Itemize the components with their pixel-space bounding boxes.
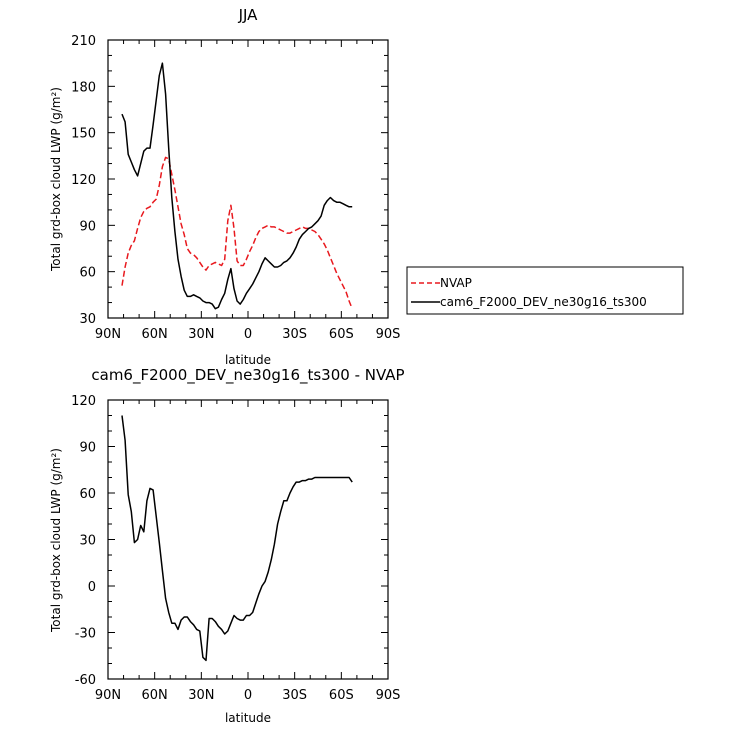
legend-label-nvap: NVAP (440, 276, 472, 290)
x-tick-label: 60S (329, 688, 354, 703)
y-tick-label: 0 (88, 580, 96, 595)
series-line-cam6-f2000-dev-ne30g16-ts300 (121, 62, 353, 310)
legend-box (406, 266, 684, 315)
series-line-difference (121, 415, 353, 662)
y-tick-label: 180 (71, 80, 96, 95)
y-axis-label-top: Total grd-box cloud LWP (g/m²) (49, 87, 63, 272)
y-tick-label: 210 (71, 34, 96, 49)
y-tick-label: 60 (79, 487, 96, 502)
ticks-top: 90N 60N 30N 0 30S 60S 90S 30 60 90 120 150 180 210 (71, 34, 400, 342)
series-bottom (121, 415, 353, 662)
x-tick-label: 60S (329, 327, 354, 342)
panel-top: JJA 90N 60N 30N 0 30S 60S 90S 30 60 90 120 150 180 21… (49, 6, 400, 367)
x-tick-label: 30S (282, 327, 307, 342)
y-tick-label: 150 (71, 127, 96, 142)
y-tick-label: 30 (79, 312, 96, 327)
plot-frame-top (107, 39, 389, 319)
panel-bottom: cam6_F2000_DEV_ne30g16_ts300 - NVAP 90N 6… (49, 366, 405, 725)
y-tick-label: 90 (79, 219, 96, 234)
x-tick-label: 30N (188, 327, 214, 342)
legend-label-cam6: cam6_F2000_DEV_ne30g16_ts300 (440, 295, 647, 309)
x-tick-label: 0 (244, 688, 252, 703)
series-line-nvap (121, 156, 353, 309)
ticks-bottom: 90N 60N 30N 0 30S 60S 90S -60 -30 0 30 60 90 120 (71, 394, 400, 703)
y-tick-label: 120 (71, 394, 96, 409)
y-tick-label: 90 (79, 441, 96, 456)
chart-title-top: JJA (238, 6, 259, 24)
y-tick-label: -60 (75, 673, 96, 688)
plot-frame-bottom (107, 399, 389, 680)
x-axis-label-top: latitude (225, 353, 271, 367)
y-axis-label-bottom: Total grd-box cloud LWP (g/m²) (49, 448, 63, 633)
x-tick-label: 30N (188, 688, 214, 703)
y-tick-label: 60 (79, 266, 96, 281)
x-tick-label: 60N (142, 688, 168, 703)
x-tick-label: 60N (142, 327, 168, 342)
x-axis-label-bottom: latitude (225, 711, 271, 725)
legend: NVAP cam6_F2000_DEV_ne30g16_ts300 (406, 266, 684, 315)
series-top (121, 62, 353, 310)
x-tick-label: 90S (376, 327, 401, 342)
x-tick-label: 90N (95, 688, 121, 703)
x-tick-label: 0 (244, 327, 252, 342)
y-tick-label: -30 (75, 627, 96, 642)
y-tick-label: 120 (71, 173, 96, 188)
chart-title-bottom: cam6_F2000_DEV_ne30g16_ts300 - NVAP (91, 366, 404, 385)
x-tick-label: 30S (282, 688, 307, 703)
y-tick-label: 30 (79, 534, 96, 549)
x-tick-label: 90S (376, 688, 401, 703)
x-tick-label: 90N (95, 327, 121, 342)
